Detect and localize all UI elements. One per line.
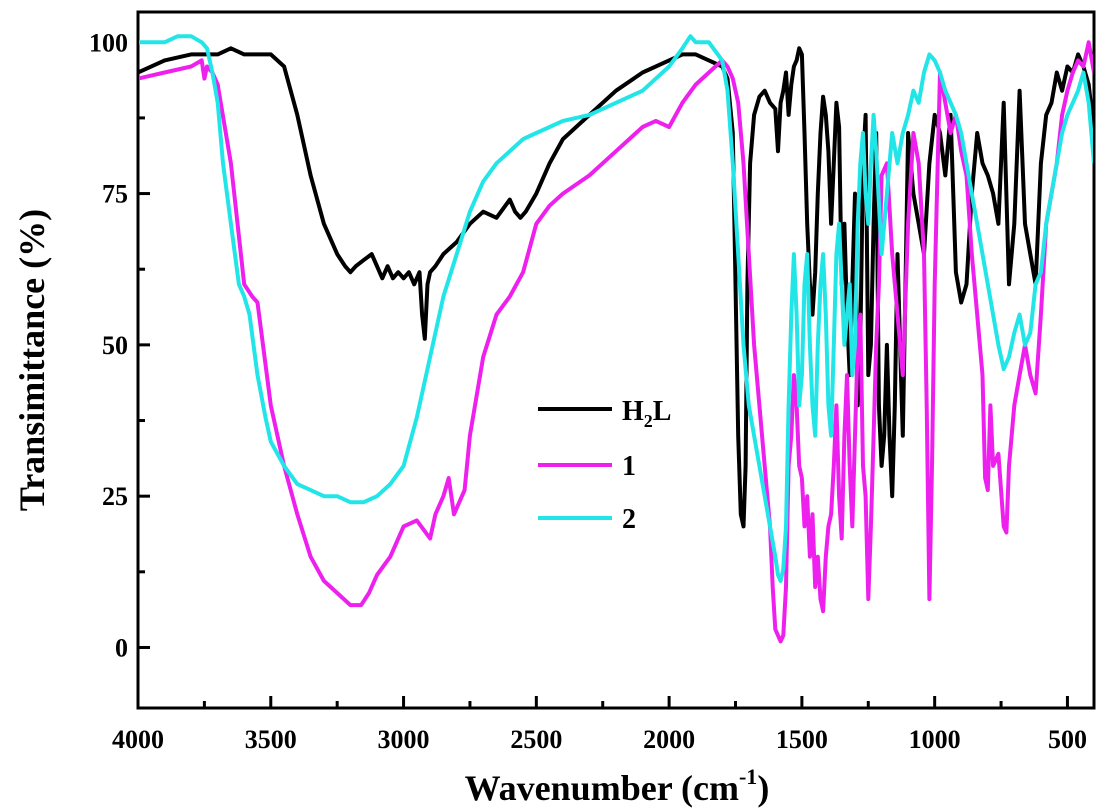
y-tick-label: 0: [115, 633, 128, 662]
y-tick-label: 75: [102, 180, 128, 209]
x-tick-label: 4000: [112, 725, 164, 754]
axis-ticks: [136, 40, 1069, 708]
x-tick-label: 500: [1048, 725, 1087, 754]
x-tick-label: 2500: [510, 725, 562, 754]
legend-label-h2l: H2L: [622, 396, 671, 431]
axis-tick-labels: 4000 3500 3000 2500 2000 1500 1000 500 0 25 50 75 10…: [89, 28, 1087, 754]
x-tick-label: 3500: [245, 725, 297, 754]
legend: H2L 1 2: [538, 396, 671, 535]
y-tick-label: 50: [102, 331, 128, 360]
x-axis-title: Wavenumber (cm-1): [465, 764, 770, 808]
series-line-2: [139, 34, 1093, 583]
x-tick-label: 2000: [643, 725, 695, 754]
y-tick-label: 25: [102, 482, 128, 511]
plot-frame: [136, 10, 1096, 710]
series-line-0: [139, 46, 1093, 529]
x-tick-label: 1500: [776, 725, 828, 754]
legend-label-2: 2: [622, 504, 636, 535]
x-tick-label: 3000: [378, 725, 430, 754]
series-line-1: [139, 40, 1093, 644]
y-tick-label: 100: [89, 28, 128, 57]
y-axis-title: Transimittance (%): [12, 209, 52, 511]
x-tick-label: 1000: [909, 725, 961, 754]
legend-label-1: 1: [622, 451, 636, 482]
plot-lines: [139, 34, 1093, 644]
